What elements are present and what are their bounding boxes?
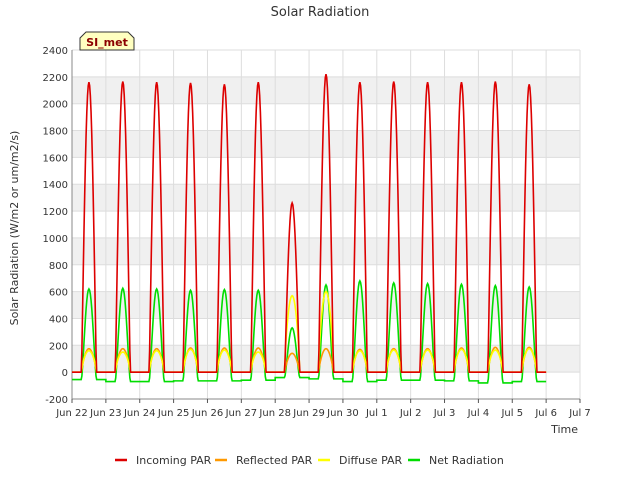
y-axis-label: Solar Radiation (W/m2 or um/m2/s) [8, 131, 21, 326]
x-tick-label: Jun 23 [89, 408, 122, 419]
series-line-net [72, 279, 547, 384]
x-tick-label: Jun 24 [123, 408, 156, 419]
y-tick-label: 600 [49, 288, 68, 299]
legend-label-net: Net Radiation [429, 454, 504, 467]
x-tick-label: Jul 2 [399, 408, 422, 419]
x-tick-label: Jun 22 [55, 408, 88, 419]
y-tick-label: -200 [45, 395, 68, 406]
legend-label-reflected: Reflected PAR [236, 454, 313, 467]
series-line-incoming [72, 73, 547, 373]
x-tick-label: Jul 1 [365, 408, 388, 419]
y-tick-label: 0 [62, 368, 68, 379]
x-axis-label: Time [550, 423, 578, 436]
y-tick-label: 1200 [43, 207, 68, 218]
legend: Incoming PAR Reflected PAR Diffuse PAR Net … [115, 454, 504, 467]
y-tick-label: 1800 [43, 127, 68, 138]
badge-shape [79, 31, 135, 51]
x-tick-label: Jun 26 [191, 408, 224, 419]
x-tick-label: Jul 6 [534, 408, 557, 419]
series-lines [72, 73, 547, 384]
x-tick-label: Jun 25 [157, 408, 190, 419]
y-tick-label: 2200 [43, 73, 68, 84]
y-tick-label: 1400 [43, 180, 68, 191]
x-axis-ticks: Jun 22 Jun 23 Jun 24 Jun 25 Jun 26 Jun 27 Jun … [55, 399, 591, 419]
y-tick-label: 200 [49, 341, 68, 352]
y-axis-ticks: -200 0 200 400 600 800 1000 1200 1400 1600 1800 200… [43, 46, 68, 406]
plot-area [72, 50, 580, 399]
x-tick-label: Jun 27 [225, 408, 258, 419]
plot-band [72, 76, 580, 104]
plot-band [72, 291, 580, 319]
legend-label-diffuse: Diffuse PAR [339, 454, 403, 467]
y-tick-label: 1600 [43, 153, 68, 164]
legend-label-incoming: Incoming PAR [136, 454, 212, 467]
x-tick-label: Jul 7 [568, 408, 591, 419]
si-met-badge: SI_met [79, 31, 135, 51]
y-tick-label: 1000 [43, 234, 68, 245]
x-tick-label: Jun 30 [326, 408, 359, 419]
y-tick-label: 2000 [43, 100, 68, 111]
plot-band [72, 237, 580, 265]
x-tick-label: Jun 29 [292, 408, 325, 419]
chart-title: Solar Radiation [271, 5, 370, 20]
x-tick-label: Jul 3 [433, 408, 456, 419]
y-tick-label: 800 [49, 261, 68, 272]
plot-band [72, 184, 580, 212]
gridlines [71, 49, 581, 400]
badge-text: SI_met [86, 36, 128, 49]
x-tick-label: Jul 4 [467, 408, 490, 419]
x-tick-label: Jul 5 [500, 408, 523, 419]
x-tick-label: Jun 28 [258, 408, 291, 419]
plot-band [72, 130, 580, 158]
y-tick-label: 2400 [43, 46, 68, 57]
y-tick-label: 400 [49, 314, 68, 325]
